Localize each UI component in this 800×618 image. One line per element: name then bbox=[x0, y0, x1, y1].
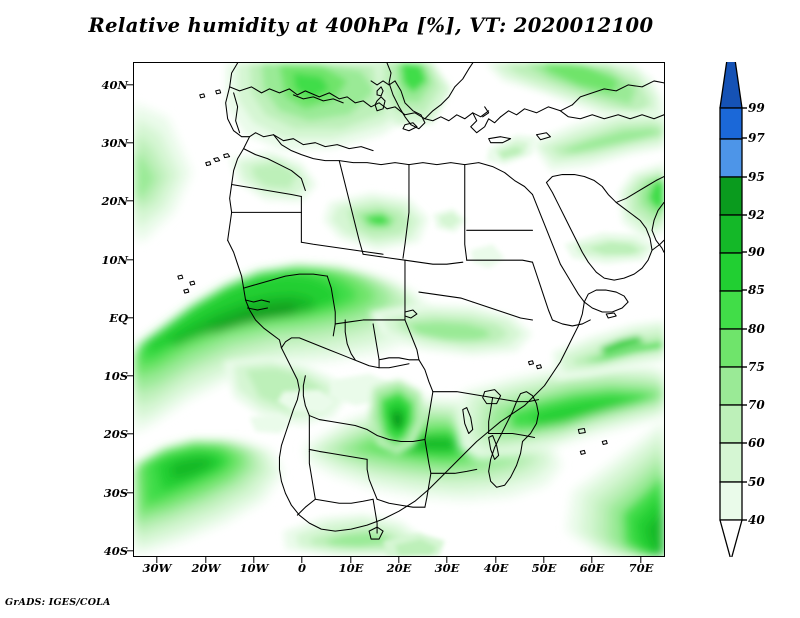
colorbar-tick-label: 40 bbox=[748, 513, 765, 527]
colorbar-band bbox=[720, 329, 742, 367]
colorbar-band bbox=[720, 482, 742, 520]
colorbar-tick-label: 75 bbox=[748, 360, 765, 374]
colorbar-band bbox=[720, 405, 742, 443]
x-tick-label: 10W bbox=[240, 561, 269, 575]
colorbar-band bbox=[720, 139, 742, 177]
y-tick-label: EQ bbox=[109, 311, 128, 325]
x-tick-label: 30E bbox=[435, 561, 460, 575]
colorbar-band bbox=[720, 443, 742, 482]
colorbar-band bbox=[720, 177, 742, 215]
x-tick-label: 20E bbox=[387, 561, 412, 575]
y-tick-label: 30N bbox=[101, 136, 128, 150]
colorbar-over-arrow bbox=[720, 62, 742, 108]
colorbar-band bbox=[720, 367, 742, 405]
colorbar-tick-label: 95 bbox=[748, 170, 765, 184]
colorbar-tick-label: 70 bbox=[748, 398, 765, 412]
x-tick-label: 30W bbox=[143, 561, 172, 575]
y-axis-labels: 40N 30N 20N 10N EQ 10S 20S 30S 40S bbox=[90, 62, 128, 557]
colorbar[interactable]: 99 97 95 92 90 85 80 75 70 60 50 40 bbox=[716, 62, 800, 557]
colorbar-band bbox=[720, 291, 742, 329]
grads-map-figure: Relative humidity at 400hPa [%], VT: 202… bbox=[0, 0, 800, 618]
y-tick-label: 20N bbox=[101, 194, 128, 208]
x-tick-label: 10E bbox=[339, 561, 364, 575]
y-tick-label: 20S bbox=[104, 427, 128, 441]
x-axis-labels: 30W 20W 10W 0 10E 20E 30E 40E 50E 60E 70E bbox=[133, 561, 665, 581]
attribution-label: GrADS: IGES/COLA bbox=[5, 597, 111, 608]
x-tick-label: 50E bbox=[532, 561, 557, 575]
colorbar-tick-label: 60 bbox=[748, 436, 765, 450]
y-tick-label: 10S bbox=[104, 369, 128, 383]
colorbar-tick-label: 90 bbox=[748, 245, 765, 259]
x-tick-label: 0 bbox=[298, 561, 306, 575]
colorbar-under-arrow bbox=[720, 520, 742, 557]
colorbar-band bbox=[720, 108, 742, 139]
y-tick-label: 40S bbox=[104, 544, 128, 558]
colorbar-tick-label: 99 bbox=[748, 101, 765, 115]
colorbar-tick-label: 50 bbox=[748, 475, 765, 489]
page-title: Relative humidity at 400hPa [%], VT: 202… bbox=[0, 14, 742, 37]
colorbar-tick-label: 80 bbox=[748, 322, 765, 336]
colorbar-band bbox=[720, 215, 742, 253]
x-tick-label: 40E bbox=[484, 561, 509, 575]
colorbar-tick-label: 97 bbox=[748, 131, 765, 145]
map-panel[interactable] bbox=[133, 62, 665, 557]
x-tick-label: 60E bbox=[580, 561, 605, 575]
y-tick-label: 40N bbox=[101, 78, 128, 92]
colorbar-tick-label: 92 bbox=[748, 208, 765, 222]
x-tick-label: 70E bbox=[629, 561, 654, 575]
y-tick-label: 10N bbox=[101, 253, 128, 267]
y-tick-label: 30S bbox=[104, 486, 128, 500]
map-canvas bbox=[134, 63, 664, 556]
colorbar-band bbox=[720, 253, 742, 291]
colorbar-tick-label: 85 bbox=[748, 283, 765, 297]
x-tick-label: 20W bbox=[192, 561, 221, 575]
humidity-field bbox=[134, 63, 664, 556]
